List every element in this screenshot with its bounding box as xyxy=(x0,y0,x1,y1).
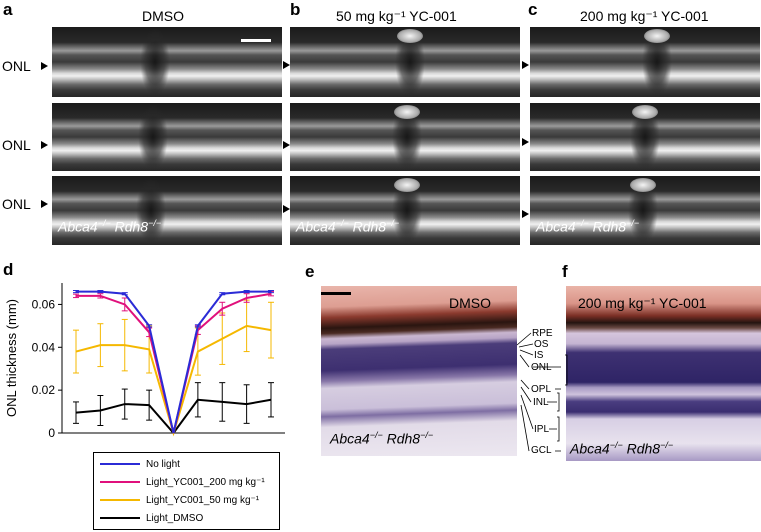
onl-label-row2: ONL xyxy=(2,137,31,153)
onl-label-row1: ONL xyxy=(2,58,31,74)
genotype-label-a: Abca4−/− Rdh8−/− xyxy=(58,218,162,235)
layer-label-opl: OPL xyxy=(531,384,552,395)
panel-b-title: 50 mg kg⁻¹ YC-001 xyxy=(336,8,457,24)
legend-label: No light xyxy=(146,459,180,470)
arrow-right-icon xyxy=(283,141,290,149)
y-tick-label: 0.06 xyxy=(32,297,56,311)
panel-c-title: 200 mg kg⁻¹ YC-001 xyxy=(580,8,709,24)
histology-image-f xyxy=(566,286,761,461)
arrow-right-icon xyxy=(522,61,529,69)
series-line xyxy=(76,292,272,434)
oct-image-b1 xyxy=(290,27,520,97)
arrow-right-icon xyxy=(41,200,48,208)
panel-a-title: DMSO xyxy=(142,8,184,24)
series-line xyxy=(75,324,272,437)
y-axis-label: ONL thickness (mm) xyxy=(4,299,19,417)
oct-image-a2 xyxy=(52,103,282,171)
oct-image-a3 xyxy=(52,176,282,245)
panel-label-b: b xyxy=(290,0,301,19)
legend-swatch xyxy=(100,499,140,502)
arrow-right-icon xyxy=(283,61,290,69)
layer-label-gcl: GCL xyxy=(531,445,552,456)
layer-label-os: OS xyxy=(534,339,549,350)
arrow-right-icon xyxy=(41,62,48,70)
legend-label: Light_YC001_200 mg kg⁻¹ xyxy=(146,477,265,488)
layer-label-inl: INL xyxy=(533,397,549,408)
panel-label-f: f xyxy=(562,262,568,281)
layer-label-is: IS xyxy=(534,350,544,361)
legend-item: No light xyxy=(100,459,180,470)
arrow-right-icon xyxy=(522,210,529,218)
onl-label-row3: ONL xyxy=(2,196,31,212)
oct-image-b2 xyxy=(290,103,520,171)
chart-legend: No light Light_YC001_200 mg kg⁻¹ Light_YC0… xyxy=(93,452,280,530)
arrow-right-icon xyxy=(522,138,529,146)
onl-thickness-chart: 0 0.02 0.04 0.06 ONL thickness (mm) xyxy=(4,283,285,440)
panel-label-e: e xyxy=(305,262,315,281)
panel-label-c: c xyxy=(528,0,538,19)
genotype-label-b: Abca4−/− Rdh8−/− xyxy=(296,218,400,235)
legend-swatch xyxy=(100,463,140,466)
scale-bar xyxy=(241,39,271,42)
legend-label: Light_YC001_50 mg kg⁻¹ xyxy=(146,495,260,506)
arrow-right-icon xyxy=(41,141,48,149)
arrow-right-icon xyxy=(283,205,290,213)
y-tick-label: 0.04 xyxy=(32,340,56,354)
genotype-label-e: Abca4−/− Rdh8−/− xyxy=(330,430,434,447)
layer-label-ipl: IPL xyxy=(534,424,550,435)
oct-image-a1 xyxy=(52,27,282,97)
legend-item: Light_YC001_50 mg kg⁻¹ xyxy=(100,495,259,506)
series-line xyxy=(75,398,272,435)
panel-e-title: DMSO xyxy=(449,295,491,311)
oct-image-c3 xyxy=(530,176,760,245)
y-tick-label: 0.02 xyxy=(32,383,56,397)
series-line xyxy=(76,290,271,434)
oct-image-b3 xyxy=(290,176,520,245)
oct-image-c2 xyxy=(530,103,760,171)
legend-item: Light_DMSO xyxy=(100,513,203,524)
y-tick-label: 0 xyxy=(48,426,55,440)
legend-item: Light_YC001_200 mg kg⁻¹ xyxy=(100,477,265,488)
legend-label: Light_DMSO xyxy=(146,513,204,524)
layer-connector-lines xyxy=(516,332,568,452)
genotype-label-f: Abca4−/− Rdh8−/− xyxy=(570,440,674,457)
layer-label-rpe: RPE xyxy=(532,328,553,339)
legend-swatch xyxy=(100,481,140,484)
panel-label-a: a xyxy=(3,0,13,19)
panel-f-title: 200 mg kg⁻¹ YC-001 xyxy=(578,295,707,311)
histology-image-e xyxy=(321,286,517,456)
panel-label-d: d xyxy=(3,260,14,279)
scale-bar xyxy=(321,292,351,295)
legend-swatch xyxy=(100,517,140,520)
genotype-label-c: Abca4−/− Rdh8−/− xyxy=(536,218,640,235)
oct-image-c1 xyxy=(530,27,760,97)
layer-label-onl: ONL xyxy=(531,362,552,373)
